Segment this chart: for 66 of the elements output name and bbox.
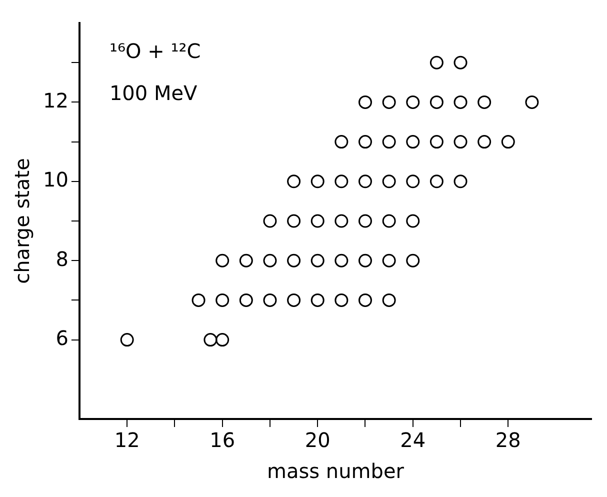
point xyxy=(204,333,218,347)
point xyxy=(430,135,444,149)
x-tick-label: 12 xyxy=(114,428,140,452)
y-tick-label: 8 xyxy=(56,246,68,271)
point xyxy=(310,174,324,188)
point xyxy=(454,56,468,70)
point xyxy=(430,95,444,109)
x-tick-label: 24 xyxy=(400,428,426,452)
point xyxy=(382,214,396,228)
point xyxy=(478,135,492,149)
point xyxy=(525,95,539,109)
x-tick-label: 28 xyxy=(495,428,521,452)
point xyxy=(382,135,396,149)
point xyxy=(310,254,324,268)
point xyxy=(310,214,324,228)
point xyxy=(216,254,230,268)
point xyxy=(287,254,301,268)
x-axis-title: mass number xyxy=(266,459,405,484)
point xyxy=(358,135,372,149)
point xyxy=(287,214,301,228)
point xyxy=(263,214,277,228)
point xyxy=(358,95,372,109)
y-tick-label: 6 xyxy=(56,326,68,350)
point xyxy=(454,95,468,109)
point xyxy=(454,135,468,149)
point xyxy=(192,293,206,307)
point xyxy=(334,254,348,268)
point xyxy=(406,95,420,109)
point xyxy=(382,254,396,268)
point xyxy=(358,293,372,307)
point xyxy=(454,174,468,188)
point xyxy=(430,56,444,70)
point xyxy=(406,214,420,228)
point xyxy=(334,214,348,228)
x-tick-label: 16 xyxy=(210,428,236,452)
annotation: ¹⁶O + ¹²C xyxy=(109,39,201,64)
point xyxy=(120,333,134,347)
point xyxy=(382,293,396,307)
point xyxy=(287,293,301,307)
point xyxy=(216,333,230,347)
point xyxy=(310,293,324,307)
point xyxy=(239,293,253,307)
point xyxy=(382,95,396,109)
point xyxy=(334,135,348,149)
point xyxy=(501,135,515,149)
point xyxy=(430,174,444,188)
point xyxy=(358,174,372,188)
point xyxy=(334,174,348,188)
x-tick-label: 20 xyxy=(304,428,330,452)
point xyxy=(406,174,420,188)
point xyxy=(406,135,420,149)
point xyxy=(287,174,301,188)
point xyxy=(263,254,277,268)
y-tick-label: 10 xyxy=(42,168,68,192)
y-tick-label: 12 xyxy=(42,88,68,112)
annotation: 100 MeV xyxy=(109,81,198,106)
point xyxy=(239,254,253,268)
point xyxy=(478,95,492,109)
point xyxy=(334,293,348,307)
point xyxy=(358,254,372,268)
y-axis-title: charge state xyxy=(10,158,34,284)
point xyxy=(216,293,230,307)
point xyxy=(406,254,420,268)
point xyxy=(263,293,277,307)
point xyxy=(358,214,372,228)
point xyxy=(382,174,396,188)
